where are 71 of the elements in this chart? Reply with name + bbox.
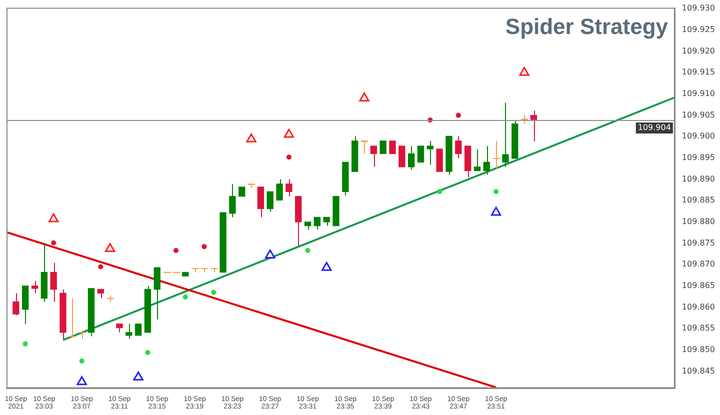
point (437, 189, 442, 194)
candlestick (266, 191, 274, 212)
candlestick (31, 280, 38, 294)
y-tick-label: 109.880 (682, 217, 716, 226)
point (211, 290, 216, 295)
candlestick (455, 136, 462, 159)
point (490, 206, 502, 216)
y-tick-label: 109.870 (682, 260, 716, 269)
y-tick-label: 109.890 (682, 174, 716, 184)
point (519, 66, 530, 76)
candlestick (502, 102, 509, 168)
point (22, 341, 28, 346)
y-tick-label: 109.865 (682, 281, 716, 290)
candlestick (134, 323, 142, 336)
candlestick (417, 146, 424, 163)
point (145, 350, 150, 355)
y-tick-label: 109.920 (682, 46, 716, 56)
candlestick (398, 146, 406, 168)
point (51, 240, 56, 246)
point (48, 213, 59, 222)
point (173, 248, 178, 254)
candlestick (276, 178, 283, 201)
y-tick-label: 109.885 (682, 196, 716, 205)
point (286, 154, 292, 160)
candlestick (483, 146, 490, 176)
candlestick (474, 148, 481, 172)
point (456, 112, 461, 118)
y-tick-label: 109.855 (682, 324, 716, 333)
candlestick (50, 262, 57, 302)
point (202, 244, 207, 250)
candlestick (530, 110, 538, 142)
y-tick-label: 109.875 (682, 238, 716, 248)
y-tick-label: 109.905 (682, 110, 716, 120)
candlestick (257, 186, 264, 218)
candlestick (380, 140, 386, 154)
candlestick (389, 140, 396, 154)
y-tick-label: 109.910 (682, 89, 716, 98)
point (79, 358, 84, 364)
y-tick-label: 109.925 (682, 25, 716, 34)
candlestick (370, 146, 377, 168)
y-tick-label: 109.845 (682, 366, 716, 376)
candlestick (238, 186, 246, 197)
y-tick-label: 109.860 (682, 302, 716, 312)
ref-line-label: 109.904 (638, 123, 671, 132)
candlestick (286, 178, 292, 197)
point (322, 262, 332, 271)
candlestick (154, 267, 160, 320)
y-tick-label: 109.850 (682, 344, 716, 354)
point (494, 189, 499, 194)
point (359, 92, 370, 102)
y-tick-label: 109.895 (682, 153, 716, 162)
point (265, 249, 276, 258)
y-tick-label: 109.900 (682, 132, 716, 141)
chart-title: Spider Strategy (505, 14, 668, 40)
candlestick (12, 292, 20, 316)
point (98, 264, 104, 270)
candlestick (426, 140, 434, 166)
candlestick (436, 148, 443, 172)
point (305, 248, 310, 254)
point (246, 133, 256, 142)
point (182, 294, 188, 300)
point (133, 371, 144, 380)
candlestick (126, 323, 132, 340)
point (284, 128, 294, 138)
candlestick (408, 146, 415, 170)
point (76, 376, 87, 386)
candlestick (314, 216, 321, 230)
y-tick-label: 109.930 (682, 4, 716, 13)
candlestick (229, 183, 236, 218)
y-tick-label: 109.915 (682, 68, 716, 77)
point (104, 243, 116, 252)
